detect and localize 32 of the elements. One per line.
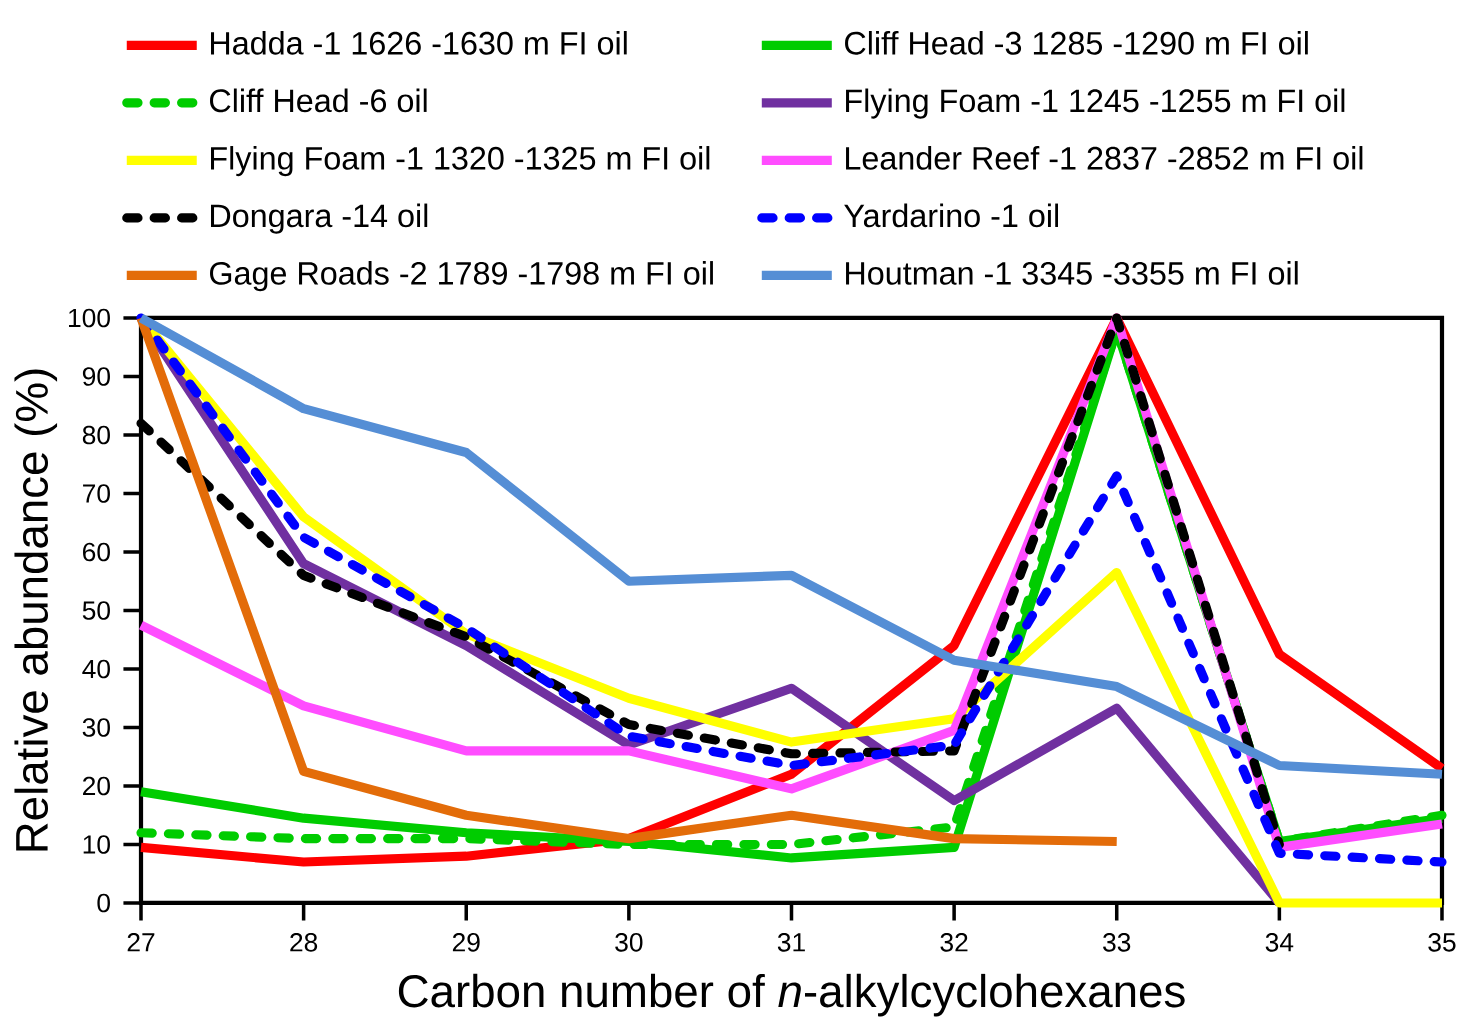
y-tick-label: 0 bbox=[97, 893, 110, 913]
y-tick-label: 60 bbox=[83, 542, 110, 562]
x-tick-label: 31 bbox=[777, 932, 805, 952]
x-tick-label: 27 bbox=[127, 932, 155, 952]
legend-label: Dongara -14 oil bbox=[211, 203, 428, 234]
legend-label: Yardarino -1 oil bbox=[844, 203, 1059, 228]
x-tick-label: 30 bbox=[615, 932, 643, 952]
y-tick-label: 70 bbox=[83, 484, 110, 503]
legend-label: Flying Foam -1 1320 -1325 m FI oil bbox=[211, 146, 710, 177]
legend-label: Leander Reef -1 2837 -2852 m FI oil bbox=[846, 146, 1363, 170]
legend-label: Gage Roads -2 1789 -1798 m FI oil bbox=[210, 261, 713, 292]
x-tick-label: 33 bbox=[1103, 932, 1131, 952]
x-tick-label: 34 bbox=[1265, 932, 1294, 952]
legend-label: Cliff Head -6 oil bbox=[210, 88, 427, 113]
y-tick-label: 10 bbox=[83, 835, 110, 854]
x-tick-label: 35 bbox=[1428, 932, 1456, 952]
y-tick-label: 20 bbox=[83, 776, 110, 796]
y-axis-title: Relative abundance (%) bbox=[14, 369, 58, 851]
y-tick-label: 30 bbox=[82, 718, 110, 737]
x-tick-label: 28 bbox=[290, 932, 318, 952]
legend-label: Flying Foam -1 1245 -1255 m FI oil bbox=[846, 88, 1345, 119]
y-tick-label: 40 bbox=[82, 659, 110, 679]
y-tick-label: 100 bbox=[69, 308, 110, 328]
y-tick-label: 80 bbox=[82, 425, 110, 445]
legend-label: Houtman -1 3345 -3355 m FI oil bbox=[846, 261, 1298, 285]
x-tick-label: 29 bbox=[452, 932, 480, 952]
x-axis-title: Carbon number of n-alkylcyclohexanes bbox=[398, 973, 1185, 1017]
y-tick-label: 50 bbox=[82, 601, 110, 620]
x-tick-label: 32 bbox=[940, 932, 968, 952]
y-tick-label: 90 bbox=[82, 367, 110, 386]
legend-label: Cliff Head -3 1285 -1290 m FI oil bbox=[845, 31, 1308, 55]
legend-label: Hadda -1 1626 -1630 m FI oil bbox=[211, 31, 627, 55]
